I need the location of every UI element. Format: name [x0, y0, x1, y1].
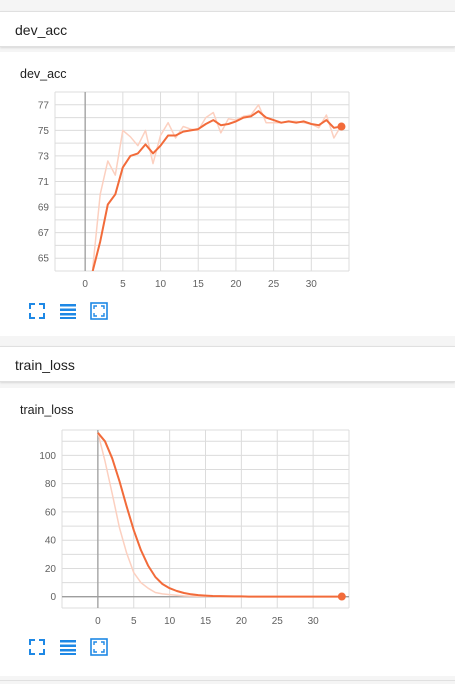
x-tick-label: 0	[82, 279, 88, 290]
x-tick-label: 5	[131, 616, 137, 627]
y-tick-label: 65	[38, 254, 50, 265]
fit-domain-icon[interactable]	[90, 638, 108, 656]
x-tick-label: 20	[230, 279, 242, 290]
x-tick-label: 20	[236, 616, 248, 627]
x-tick-label: 15	[193, 279, 205, 290]
fullscreen-icon[interactable]	[28, 302, 46, 320]
series-line-raw	[91, 104, 343, 269]
chart-card-dev-acc: dev_acc 0 5 10 15 20 25 30 65 67 69 71 73 75 77	[0, 52, 455, 336]
x-tick-label: 25	[272, 616, 284, 627]
chart-card-train-loss: train_loss 0 5 10 15 20 25 30 0 20 40 60 80 100	[0, 388, 455, 676]
y-tick-label: 100	[39, 451, 56, 462]
y-tick-label: 75	[38, 126, 50, 137]
section-header-dev-acc[interactable]: dev_acc	[0, 11, 455, 47]
x-tick-label: 10	[155, 279, 167, 290]
y-tick-label: 20	[45, 564, 57, 575]
section-title: train_loss	[15, 357, 75, 373]
data-table-icon[interactable]	[59, 638, 77, 656]
data-table-icon[interactable]	[59, 302, 77, 320]
train-loss-chart[interactable]: 0 5 10 15 20 25 30 0 20 40 60 80 100	[0, 418, 455, 668]
y-tick-label: 0	[50, 592, 56, 603]
series-line-smoothed	[97, 432, 342, 598]
x-tick-label: 0	[95, 616, 101, 627]
series-endpoint-marker	[337, 122, 346, 131]
x-tick-label: 10	[164, 616, 176, 627]
x-tick-label: 30	[308, 616, 320, 627]
x-tick-label: 5	[120, 279, 126, 290]
x-tick-label: 30	[306, 279, 318, 290]
bottom-divider	[0, 680, 455, 681]
y-tick-label: 69	[38, 203, 50, 214]
fit-domain-icon[interactable]	[90, 302, 108, 320]
chart-title: train_loss	[20, 403, 74, 417]
y-tick-label: 73	[38, 151, 50, 162]
series-line-smoothed	[91, 110, 342, 271]
section-title: dev_acc	[15, 22, 68, 38]
fullscreen-icon[interactable]	[28, 638, 46, 656]
y-tick-label: 77	[38, 100, 50, 111]
series-endpoint-marker	[337, 592, 346, 601]
y-tick-label: 60	[45, 507, 57, 518]
chart-title: dev_acc	[20, 67, 67, 81]
y-tick-label: 80	[45, 479, 57, 490]
y-tick-label: 40	[45, 536, 57, 547]
section-header-train-loss[interactable]: train_loss	[0, 346, 455, 382]
dev-acc-chart[interactable]: 0 5 10 15 20 25 30 65 67 69 71 73 75 77	[0, 82, 455, 332]
y-tick-label: 71	[38, 177, 50, 188]
y-tick-label: 67	[38, 228, 50, 239]
x-tick-label: 15	[200, 616, 212, 627]
x-tick-label: 25	[268, 279, 280, 290]
series-line-raw	[97, 432, 342, 598]
